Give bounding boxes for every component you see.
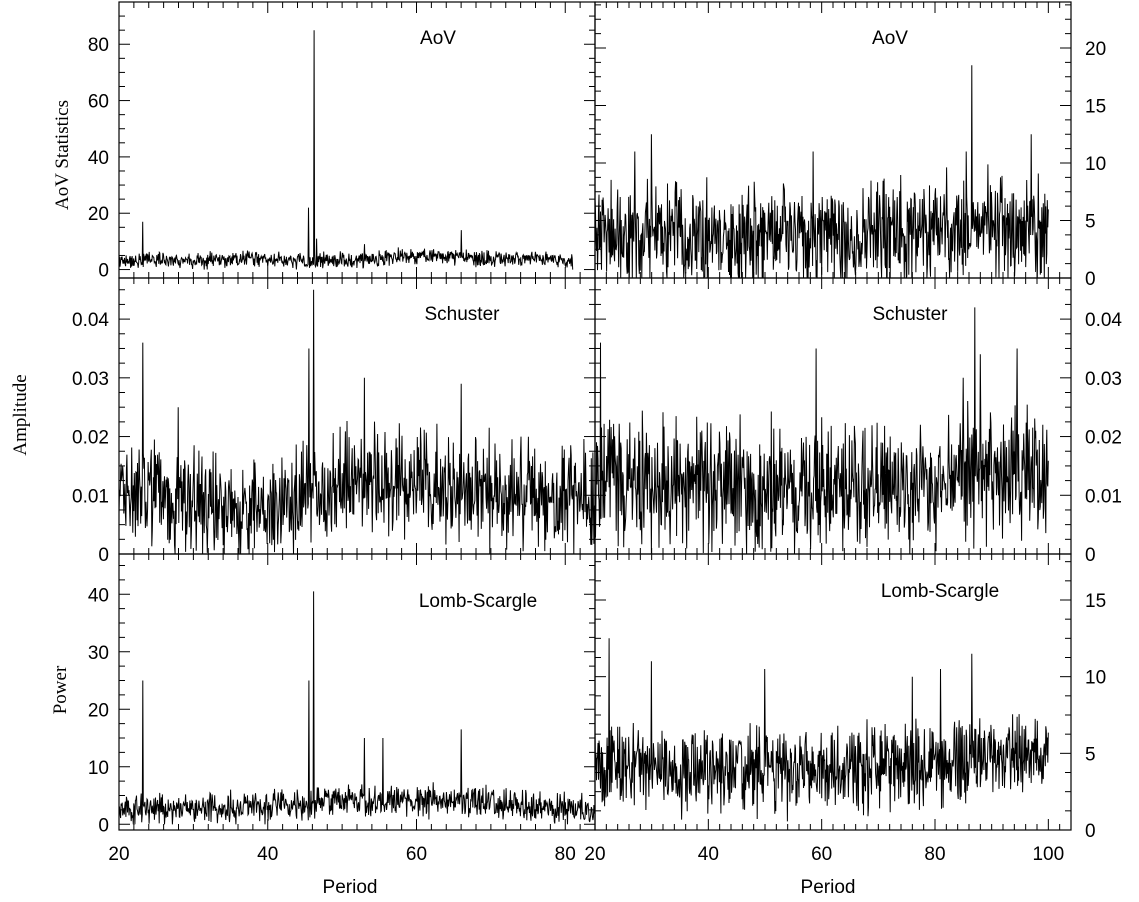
y-tick-label: 0.04 <box>72 310 109 331</box>
y-tick-label: 0 <box>98 545 109 566</box>
panel-title: Lomb-Scargle <box>881 581 999 602</box>
x-tick-label: 60 <box>406 844 427 865</box>
y-tick-label: 0.02 <box>1085 428 1122 449</box>
panel-frame <box>594 553 1072 831</box>
y-tick-label: 30 <box>88 643 109 664</box>
y-tick-label: 60 <box>88 92 109 113</box>
series-line-top-right <box>595 65 1049 278</box>
panel-top-left: 0 20 40 60 80 AoV <box>88 1 596 282</box>
y-tick-label: 10 <box>1085 154 1106 175</box>
y-tick-label: 0 <box>1085 821 1096 842</box>
y-tick-label: 0.04 <box>1085 310 1122 331</box>
y-tick-label: 80 <box>88 35 109 56</box>
x-tick-label: 20 <box>584 844 605 865</box>
panel-middle-right: 0 0.01 0.02 0.03 0.04 Schuster <box>594 277 1122 566</box>
ylabel-row-1: AoV Statistics <box>52 100 73 210</box>
panel-title: AoV <box>420 28 456 49</box>
y-tick-label: 15 <box>1085 97 1106 118</box>
y-tick-label: 5 <box>1085 744 1096 765</box>
series-line-middle-left <box>119 289 595 554</box>
y-tick-label: 0.01 <box>72 486 109 507</box>
series-line-middle-right <box>595 307 1049 554</box>
panel-bottom-right: 0 5 10 15 20 40 60 80 100 Lomb-Scargle <box>584 553 1106 865</box>
y-tick-label: 5 <box>1085 212 1096 233</box>
row-labels: AoV Statistics Amplitude Power <box>10 100 73 714</box>
ylabel-row-3: Power <box>50 665 71 714</box>
x-tick-label: 60 <box>811 844 832 865</box>
y-tick-label: 20 <box>88 700 109 721</box>
y-tick-label: 0 <box>1085 269 1096 290</box>
y-tick-label: 15 <box>1085 591 1106 612</box>
panel-title: AoV <box>872 28 908 49</box>
series-line-bottom-right <box>595 638 1049 822</box>
ylabel-row-2: Amplitude <box>10 374 31 455</box>
series-line-bottom-left <box>119 591 595 825</box>
y-tick-label: 10 <box>1085 668 1106 689</box>
panel-top-right: 0 5 10 15 20 AoV <box>594 1 1106 290</box>
y-tick-label: 20 <box>88 204 109 225</box>
y-tick-label: 0 <box>98 815 109 836</box>
y-tick-label: 0.03 <box>1085 369 1122 390</box>
panel-frame <box>118 1 596 279</box>
x-tick-label: 80 <box>555 844 576 865</box>
panels: 0 20 40 60 80 AoV 0 5 10 15 20 AoV 0 0.01 0.02 0.03 0.04… <box>72 1 1122 865</box>
series-line-top-left <box>119 30 574 270</box>
y-tick-label: 0 <box>1085 545 1096 566</box>
xlabel-left: Period <box>323 877 378 898</box>
panel-title: Schuster <box>873 304 949 325</box>
panel-middle-left: 0 0.01 0.02 0.03 0.04 Schuster <box>72 277 596 566</box>
x-tick-label: 40 <box>257 844 278 865</box>
x-tick-label: 40 <box>698 844 719 865</box>
y-tick-label: 20 <box>1085 39 1106 60</box>
y-tick-label: 0.02 <box>72 428 109 449</box>
y-tick-label: 0 <box>98 261 109 282</box>
xlabel-right: Period <box>801 877 856 898</box>
x-tick-label: 80 <box>924 844 945 865</box>
y-tick-label: 10 <box>88 758 109 779</box>
x-tick-label: 100 <box>1032 844 1064 865</box>
y-tick-label: 40 <box>88 148 109 169</box>
panel-title: Lomb-Scargle <box>419 591 537 612</box>
panel-title: Schuster <box>425 304 501 325</box>
x-tick-label: 20 <box>108 844 129 865</box>
y-tick-label: 0.01 <box>1085 486 1122 507</box>
panel-bottom-left: 0 10 20 30 40 20 40 60 80 Lomb-Scargle <box>88 553 596 865</box>
y-tick-label: 0.03 <box>72 369 109 390</box>
y-tick-label: 40 <box>88 585 109 606</box>
